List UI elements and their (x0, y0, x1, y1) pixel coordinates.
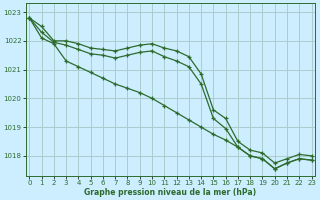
X-axis label: Graphe pression niveau de la mer (hPa): Graphe pression niveau de la mer (hPa) (84, 188, 257, 197)
